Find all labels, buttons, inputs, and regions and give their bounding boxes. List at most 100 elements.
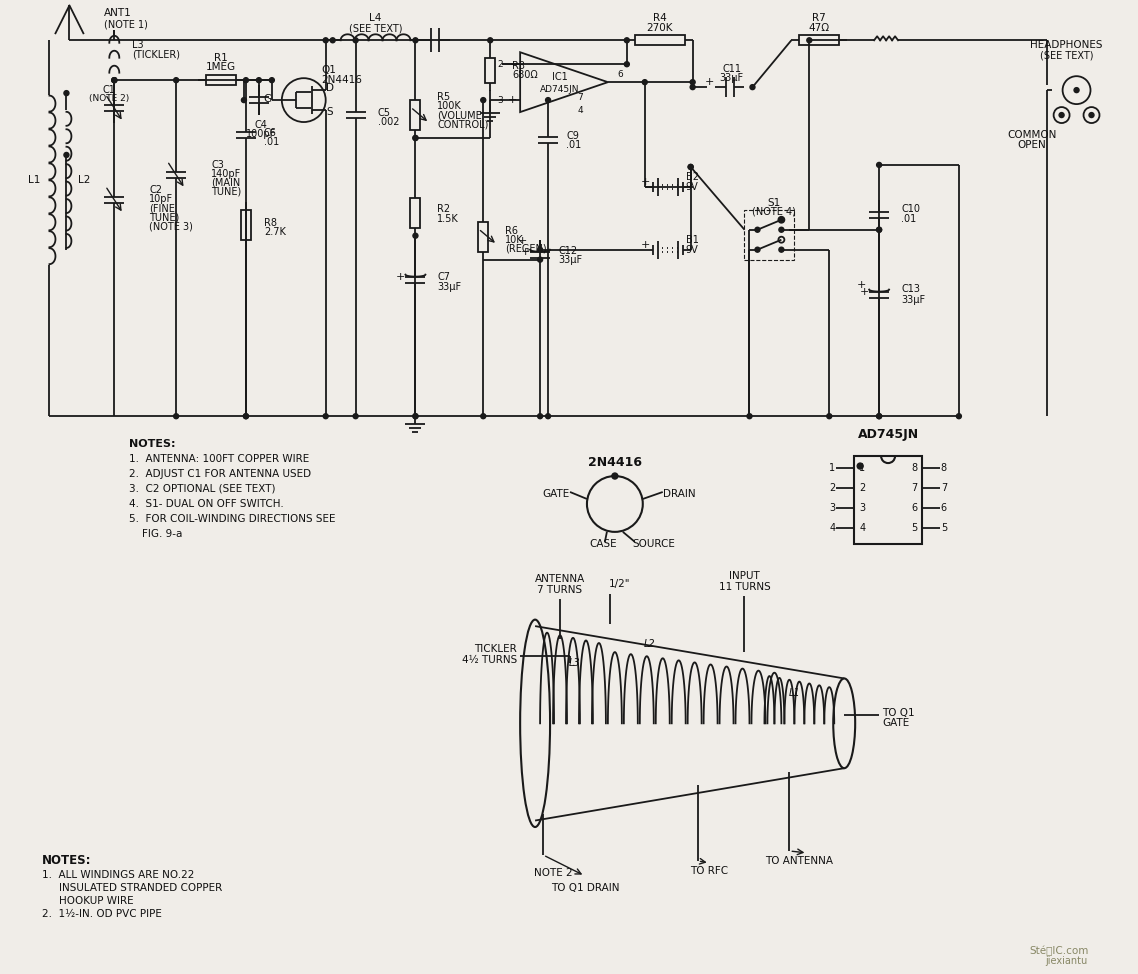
Text: (TICKLER): (TICKLER) (132, 50, 180, 59)
Text: (SEE TEXT): (SEE TEXT) (349, 23, 403, 33)
Text: 2.  ADJUST C1 FOR ANTENNA USED: 2. ADJUST C1 FOR ANTENNA USED (130, 469, 312, 479)
Text: 33μF: 33μF (901, 294, 925, 305)
Text: D: D (325, 83, 333, 94)
Text: 8: 8 (910, 463, 917, 473)
Text: .002: .002 (378, 117, 399, 127)
Bar (485, 57, 495, 83)
Circle shape (625, 61, 629, 66)
Circle shape (244, 414, 248, 419)
Text: 2: 2 (859, 483, 865, 493)
Text: 11 TURNS: 11 TURNS (718, 581, 770, 592)
Text: GATE: GATE (882, 718, 909, 729)
Circle shape (353, 38, 358, 43)
Text: B2: B2 (686, 171, 699, 182)
Text: NOTE 2: NOTE 2 (534, 868, 572, 878)
Text: C5: C5 (378, 108, 390, 118)
Bar (635, 35, 685, 45)
Circle shape (690, 80, 695, 85)
Text: NOTES:: NOTES: (130, 439, 175, 449)
Text: L3: L3 (132, 40, 143, 51)
Text: (NOTE 3): (NOTE 3) (149, 222, 193, 232)
Text: HEADPHONES: HEADPHONES (1030, 40, 1103, 51)
Circle shape (241, 97, 247, 102)
Bar (206, 75, 236, 85)
Text: INSULATED STRANDED COPPER: INSULATED STRANDED COPPER (59, 882, 223, 893)
Text: 1: 1 (859, 463, 865, 473)
Text: R7: R7 (813, 14, 826, 23)
Text: Sté电IC.com: Sté电IC.com (1029, 946, 1088, 955)
Text: 4.  S1- DUAL ON OFF SWITCH.: 4. S1- DUAL ON OFF SWITCH. (130, 499, 284, 509)
Circle shape (174, 78, 179, 83)
Text: DRAIN: DRAIN (662, 489, 695, 499)
Text: TICKLER: TICKLER (475, 644, 517, 654)
Bar (799, 35, 839, 45)
Text: +: + (859, 286, 868, 296)
Text: +: + (396, 272, 405, 281)
Circle shape (625, 38, 629, 43)
Text: 33μF: 33μF (558, 254, 583, 265)
Text: 1MEG: 1MEG (206, 62, 236, 72)
Text: 4: 4 (859, 523, 865, 533)
Text: C12: C12 (558, 245, 577, 256)
Text: CONTROL): CONTROL) (437, 119, 488, 129)
Text: TO Q1: TO Q1 (882, 708, 915, 719)
Text: C2: C2 (149, 185, 163, 195)
Text: 47Ω: 47Ω (809, 23, 830, 33)
Text: +: + (704, 77, 715, 87)
Text: 10K: 10K (505, 235, 523, 244)
Circle shape (323, 38, 328, 43)
Circle shape (330, 38, 336, 43)
Circle shape (244, 414, 248, 419)
Text: TUNE): TUNE) (149, 212, 180, 223)
Circle shape (480, 97, 486, 102)
Circle shape (778, 227, 784, 232)
Circle shape (642, 80, 648, 85)
Text: S1: S1 (768, 198, 781, 207)
Text: 3: 3 (497, 95, 503, 104)
Circle shape (876, 227, 882, 232)
Bar (855, 456, 922, 543)
Text: (REGEN): (REGEN) (505, 244, 546, 253)
Circle shape (956, 414, 962, 419)
Circle shape (64, 153, 69, 158)
Circle shape (612, 473, 618, 479)
Circle shape (1089, 113, 1094, 118)
Circle shape (244, 78, 248, 83)
Circle shape (112, 78, 117, 83)
Bar (478, 222, 488, 251)
Circle shape (413, 135, 418, 140)
Text: R2: R2 (437, 204, 451, 214)
Text: COMMON: COMMON (1007, 130, 1056, 140)
Bar (411, 198, 420, 228)
Text: 5: 5 (941, 523, 947, 533)
Text: (NOTE 4): (NOTE 4) (752, 206, 797, 217)
Text: ANT1: ANT1 (105, 9, 132, 19)
Circle shape (747, 414, 752, 419)
Circle shape (876, 414, 882, 419)
Circle shape (323, 414, 328, 419)
Circle shape (413, 414, 418, 419)
Circle shape (1074, 88, 1079, 93)
Text: L1: L1 (28, 175, 41, 185)
Text: 33μF: 33μF (437, 281, 462, 291)
Text: +: + (641, 240, 651, 249)
Circle shape (876, 414, 882, 419)
Text: (FINE: (FINE (149, 204, 175, 214)
Circle shape (112, 78, 117, 83)
Text: 2: 2 (497, 59, 503, 69)
Text: 7 TURNS: 7 TURNS (537, 584, 583, 595)
Text: +: + (520, 246, 530, 257)
Text: Q1: Q1 (322, 65, 337, 75)
Text: (NOTE 1): (NOTE 1) (105, 19, 148, 29)
Circle shape (807, 38, 811, 43)
Text: R3: R3 (512, 61, 525, 71)
Circle shape (413, 414, 418, 419)
Text: 4½ TURNS: 4½ TURNS (462, 655, 517, 664)
Text: 6: 6 (941, 503, 947, 513)
Text: 5: 5 (910, 523, 917, 533)
Text: AD745JN: AD745JN (858, 428, 918, 440)
Text: 4: 4 (577, 105, 583, 115)
Circle shape (256, 78, 262, 83)
Text: 2N4416: 2N4416 (322, 75, 363, 85)
Circle shape (537, 414, 543, 419)
